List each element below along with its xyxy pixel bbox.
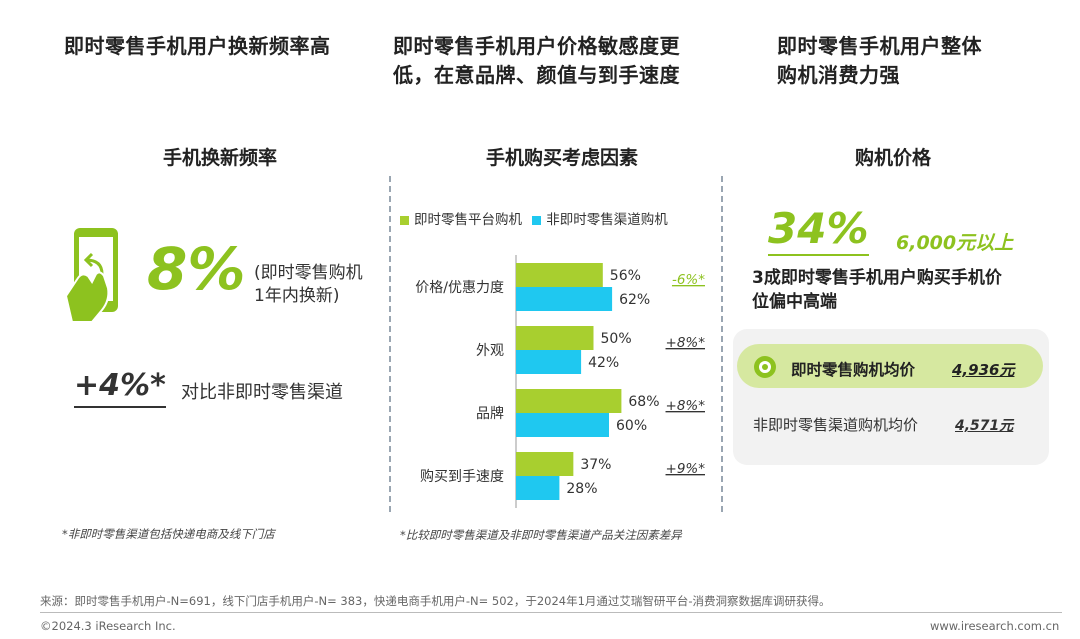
source-text: 来源：即时零售手机用户-N=691，线下门店手机用户-N= 383，快递电商手机… xyxy=(40,594,831,608)
right-desc-line2: 位偏中高端 xyxy=(752,292,837,312)
headline-right-line1: 即时零售手机用户整体 xyxy=(777,34,982,58)
bar-value-label: 60% xyxy=(616,418,647,434)
category-label: 购买到手速度 xyxy=(420,469,504,485)
legend-label-non-instant: 非即时零售渠道购机 xyxy=(546,212,668,228)
left-panel-title: 手机换新频率 xyxy=(162,147,277,169)
legend-label-instant: 即时零售平台购机 xyxy=(414,212,522,228)
category-label: 外观 xyxy=(476,343,504,359)
right-big-value: 34% xyxy=(768,204,869,256)
bar-instant xyxy=(516,389,622,413)
phone-tap-icon xyxy=(62,226,126,324)
left-desc-line1: (即时零售购机 xyxy=(254,263,363,283)
bar-instant xyxy=(516,263,603,287)
left-description: (即时零售购机 1年内换新) xyxy=(254,262,363,308)
bar-value-label: 50% xyxy=(601,331,632,347)
non-instant-price-label: 非即时零售渠道购机均价 xyxy=(753,416,919,434)
legend-swatch-instant xyxy=(400,215,409,225)
category-label: 价格/优惠力度 xyxy=(415,280,504,296)
separator-right xyxy=(721,176,723,512)
bar-non-instant xyxy=(516,350,582,374)
left-desc-line2: 1年内换新) xyxy=(254,286,340,306)
left-footnote: *非即时零售渠道包括快递电商及线下门店 xyxy=(62,527,275,541)
difference-label: +8%* xyxy=(666,335,706,351)
bar-instant xyxy=(516,452,574,476)
bar-chart: 价格/优惠力度 56% 62% -6%* 外观 50% 42% +8%* 品牌 68% 60% +8%… xyxy=(415,255,706,508)
bar-non-instant xyxy=(516,413,609,437)
left-big-value: 8% xyxy=(147,235,246,303)
compare-text: 对比非即时零售渠道 xyxy=(181,382,343,403)
legend-item-non-instant: 非即时零售渠道购机 xyxy=(532,212,668,228)
chart-legend: 即时零售平台购机 非即时零售渠道购机 xyxy=(400,208,668,228)
legend-item-instant: 即时零售平台购机 xyxy=(400,212,522,228)
instant-price-label: 即时零售购机均价 xyxy=(791,361,916,379)
copyright-text: ©2024.3 iResearch Inc. xyxy=(40,619,176,633)
difference-label: +8%* xyxy=(666,398,706,414)
chart-footnote: *比较即时零售渠道及非即时零售渠道产品关注因素差异 xyxy=(400,528,682,542)
bar-value-label: 28% xyxy=(566,481,597,497)
bar-instant xyxy=(516,326,594,350)
non-instant-price-value: 4,571元 xyxy=(955,418,1014,434)
website-text: www.iresearch.com.cn xyxy=(930,619,1060,633)
price-text: 6,000元以上 xyxy=(896,232,1014,254)
bar-value-label: 56% xyxy=(610,268,641,284)
difference-label: -6%* xyxy=(672,272,705,288)
headline-middle-line2: 低，在意品牌、颜值与到手速度 xyxy=(393,63,680,87)
right-desc-line1: 3成即时零售手机用户购买手机价 xyxy=(752,268,1002,288)
bar-non-instant xyxy=(516,287,613,311)
bar-value-label: 37% xyxy=(580,457,611,473)
bar-value-label: 68% xyxy=(628,394,659,410)
headline-middle: 即时零售手机用户价格敏感度更 低，在意品牌、颜值与到手速度 xyxy=(393,32,680,90)
headline-right-line2: 购机消费力强 xyxy=(777,63,900,87)
coin-icon xyxy=(753,355,777,379)
footer-divider xyxy=(40,612,1062,613)
bar-value-label: 42% xyxy=(588,355,619,371)
right-panel-title: 购机价格 xyxy=(854,147,931,169)
compare-value: +4%* xyxy=(74,368,166,408)
headline-middle-line1: 即时零售手机用户价格敏感度更 xyxy=(393,34,680,58)
category-label: 品牌 xyxy=(476,405,504,422)
bar-value-label: 62% xyxy=(619,292,650,308)
right-description: 3成即时零售手机用户购买手机价 位偏中高端 xyxy=(752,266,1002,314)
headline-left: 即时零售手机用户换新频率高 xyxy=(64,34,331,58)
difference-label: +9%* xyxy=(666,461,706,477)
chart-title: 手机购买考虑因素 xyxy=(485,147,638,169)
legend-swatch-non-instant xyxy=(532,215,542,225)
instant-price-value: 4,936元 xyxy=(952,361,1015,379)
separator-left xyxy=(389,176,391,512)
bar-non-instant xyxy=(516,476,560,500)
instant-price-row xyxy=(737,344,1043,388)
headline-right: 即时零售手机用户整体 购机消费力强 xyxy=(777,32,982,90)
